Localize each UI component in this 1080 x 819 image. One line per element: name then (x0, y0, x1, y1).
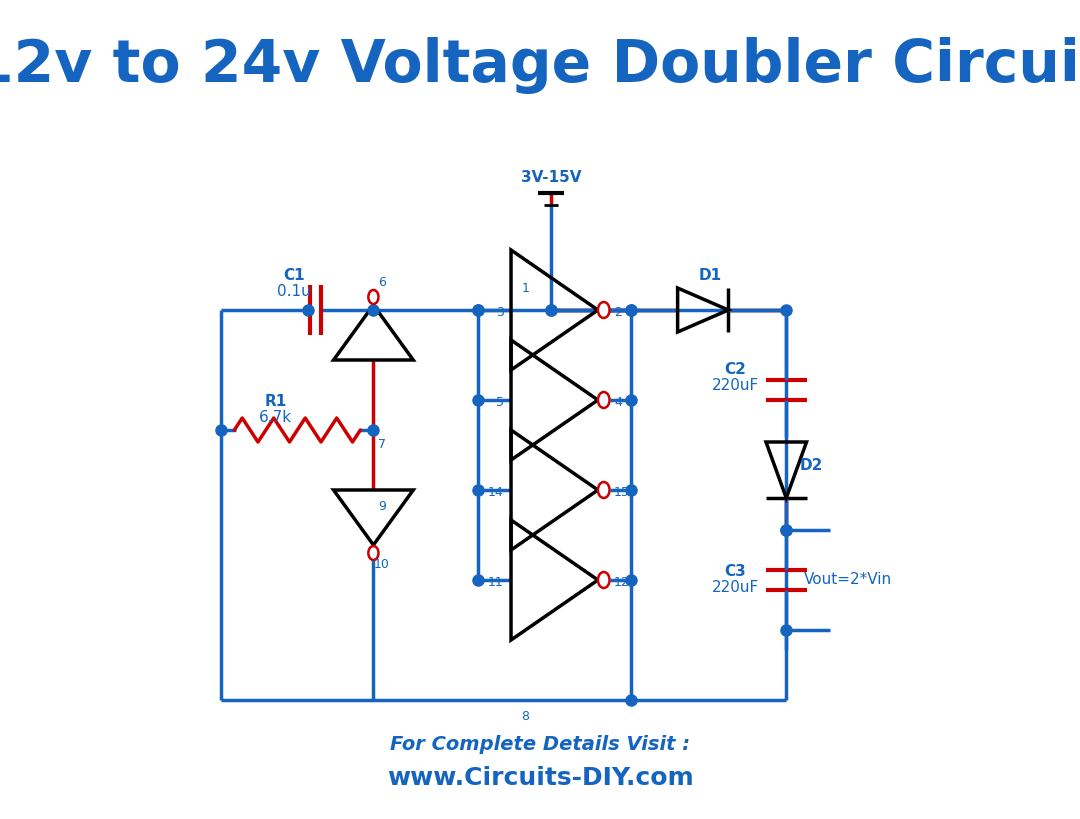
Text: 8: 8 (522, 709, 529, 722)
Text: 7: 7 (378, 437, 387, 450)
Text: 14: 14 (488, 486, 503, 500)
Text: 6.7k: 6.7k (259, 410, 293, 426)
Text: www.Circuits-DIY.com: www.Circuits-DIY.com (387, 766, 693, 790)
Text: 3V-15V: 3V-15V (521, 170, 581, 184)
Text: 3: 3 (496, 306, 503, 319)
Text: R1: R1 (265, 395, 287, 410)
Text: C3: C3 (725, 564, 746, 580)
Text: 6: 6 (378, 277, 386, 289)
Text: 1: 1 (522, 282, 529, 295)
Circle shape (368, 546, 378, 560)
Text: 12: 12 (613, 577, 630, 590)
Circle shape (598, 392, 609, 408)
Text: 0.1u: 0.1u (276, 284, 311, 300)
Text: 9: 9 (378, 500, 386, 513)
Text: Vout=2*Vin: Vout=2*Vin (805, 572, 892, 587)
Text: 220uF: 220uF (712, 378, 759, 392)
Text: 12v to 24v Voltage Doubler Circuit: 12v to 24v Voltage Doubler Circuit (0, 37, 1080, 93)
Text: 15: 15 (613, 486, 630, 500)
Text: D1: D1 (699, 268, 721, 283)
Text: 2: 2 (613, 306, 622, 319)
Text: C1: C1 (283, 268, 305, 283)
Circle shape (598, 302, 609, 318)
Text: 11: 11 (488, 577, 503, 590)
Text: D2: D2 (799, 458, 823, 473)
Circle shape (598, 482, 609, 498)
Text: 4: 4 (613, 396, 622, 410)
Circle shape (598, 572, 609, 588)
Text: For Complete Details Visit :: For Complete Details Visit : (390, 735, 690, 754)
Text: 5: 5 (496, 396, 503, 410)
Circle shape (368, 290, 378, 304)
Text: 10: 10 (374, 559, 390, 572)
Text: 220uF: 220uF (712, 581, 759, 595)
Text: C2: C2 (725, 363, 746, 378)
